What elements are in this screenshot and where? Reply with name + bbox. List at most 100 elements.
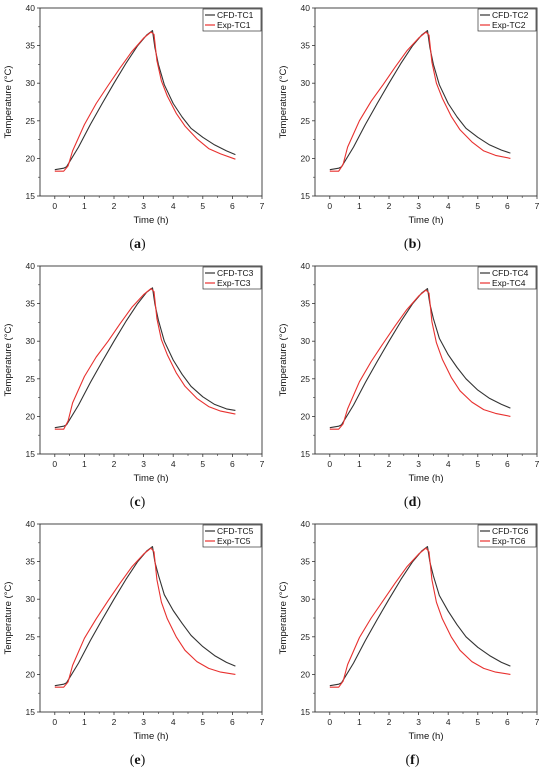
- legend-label: Exp-TC5: [217, 536, 251, 546]
- y-tick-label: 30: [26, 336, 36, 346]
- x-axis-label: Time (h): [408, 731, 443, 742]
- x-tick-label: 7: [535, 201, 540, 211]
- x-tick-label: 4: [446, 717, 451, 727]
- legend-label: CFD-TC3: [217, 268, 254, 278]
- plot-frame: [39, 7, 263, 197]
- legend-label: CFD-TC6: [492, 526, 529, 536]
- x-tick-label: 5: [475, 459, 480, 469]
- y-tick-label: 25: [26, 632, 36, 642]
- legend-label: CFD-TC1: [217, 10, 254, 20]
- y-tick-label: 35: [301, 299, 311, 309]
- x-tick-label: 0: [52, 201, 57, 211]
- x-tick-label: 5: [200, 717, 205, 727]
- y-tick-label: 30: [26, 594, 36, 604]
- panel-caption-letter: b: [408, 237, 417, 252]
- series-line-cfd: [54, 287, 236, 429]
- y-tick-label: 15: [301, 191, 311, 201]
- legend-label: Exp-TC2: [492, 20, 526, 30]
- y-tick-label: 30: [301, 336, 311, 346]
- series-line-exp: [329, 289, 511, 430]
- y-tick-label: 15: [301, 707, 311, 717]
- y-axis-label: Temperature (°C): [3, 582, 14, 655]
- x-tick-label: 4: [171, 201, 176, 211]
- chart-panel-a: 0 1 2 3 4 5 6 7 15 20 25 30 35 40 Time (h) Temperature …: [0, 0, 275, 258]
- x-axis-label: Time (h): [133, 731, 168, 742]
- x-tick-label: 6: [505, 717, 510, 727]
- series-line-exp: [329, 547, 511, 688]
- x-tick-label: 2: [112, 201, 117, 211]
- legend-label: Exp-TC6: [492, 536, 526, 546]
- chart-svg: 0 1 2 3 4 5 6 7 15 20 25 30 35 40 Time (h) Temperature …: [3, 519, 265, 742]
- x-tick-label: 3: [416, 459, 421, 469]
- y-tick-label: 35: [26, 299, 36, 309]
- x-tick-label: 0: [52, 459, 57, 469]
- x-tick-label: 1: [357, 201, 362, 211]
- x-tick-label: 4: [446, 201, 451, 211]
- panel-caption-letter: d: [408, 495, 417, 510]
- chart-svg: 0 1 2 3 4 5 6 7 15 20 25 30 35 40 Time (h) Temperature …: [278, 3, 540, 226]
- y-tick-label: 40: [26, 519, 36, 529]
- legend-label: Exp-TC3: [217, 278, 251, 288]
- y-tick-label: 15: [26, 191, 36, 201]
- panel-caption: (c): [129, 495, 146, 510]
- x-tick-label: 6: [230, 201, 235, 211]
- legend-box: [477, 266, 537, 290]
- series-line-cfd: [54, 546, 236, 687]
- y-tick-label: 30: [26, 78, 36, 88]
- x-tick-label: 4: [446, 459, 451, 469]
- y-tick-label: 35: [301, 41, 311, 51]
- y-tick-label: 30: [301, 78, 311, 88]
- y-axis-label: Temperature (°C): [278, 324, 289, 397]
- chart-svg: 0 1 2 3 4 5 6 7 15 20 25 30 35 40 Time (h) Temperature …: [3, 3, 265, 226]
- series-line-exp: [54, 547, 236, 688]
- x-tick-label: 6: [230, 459, 235, 469]
- x-tick-label: 5: [475, 717, 480, 727]
- x-tick-label: 2: [112, 717, 117, 727]
- plot-frame: [314, 523, 538, 713]
- series-line-cfd: [329, 546, 511, 687]
- x-tick-label: 0: [52, 717, 57, 727]
- y-tick-label: 15: [26, 707, 36, 717]
- legend-box: [477, 524, 537, 548]
- y-tick-label: 40: [301, 3, 311, 13]
- y-tick-label: 20: [26, 153, 36, 163]
- y-axis-label: Temperature (°C): [278, 66, 289, 139]
- y-tick-label: 20: [26, 411, 36, 421]
- legend-label: CFD-TC4: [492, 268, 529, 278]
- x-tick-label: 6: [505, 201, 510, 211]
- y-axis-label: Temperature (°C): [3, 324, 14, 397]
- y-tick-label: 20: [301, 669, 311, 679]
- panel-caption-letter: e: [134, 753, 141, 768]
- x-tick-label: 4: [171, 459, 176, 469]
- plot-frame: [39, 523, 263, 713]
- y-axis-label: Temperature (°C): [3, 66, 14, 139]
- x-tick-label: 1: [82, 459, 87, 469]
- x-tick-label: 3: [141, 717, 146, 727]
- x-tick-label: 4: [171, 717, 176, 727]
- y-tick-label: 35: [26, 41, 36, 51]
- y-tick-label: 20: [301, 411, 311, 421]
- y-tick-label: 35: [301, 557, 311, 567]
- y-tick-label: 15: [301, 449, 311, 459]
- y-tick-label: 40: [26, 3, 36, 13]
- plot-frame: [39, 265, 263, 455]
- panel-caption-letter: c: [134, 495, 141, 510]
- series-line-cfd: [329, 30, 511, 171]
- x-tick-label: 7: [260, 201, 265, 211]
- legend-box: [202, 8, 262, 32]
- x-tick-label: 2: [387, 459, 392, 469]
- panel-caption-letter: a: [134, 237, 141, 252]
- chart-svg: 0 1 2 3 4 5 6 7 15 20 25 30 35 40 Time (h) Temperature …: [278, 519, 540, 742]
- x-tick-label: 2: [112, 459, 117, 469]
- series-line-exp: [54, 31, 236, 172]
- x-tick-label: 3: [416, 717, 421, 727]
- x-tick-label: 3: [416, 201, 421, 211]
- x-axis-label: Time (h): [408, 215, 443, 226]
- series-line-exp: [329, 31, 511, 172]
- chart-panel-e: 0 1 2 3 4 5 6 7 15 20 25 30 35 40 Time (h) Temperature …: [0, 516, 275, 774]
- x-axis-label: Time (h): [408, 473, 443, 484]
